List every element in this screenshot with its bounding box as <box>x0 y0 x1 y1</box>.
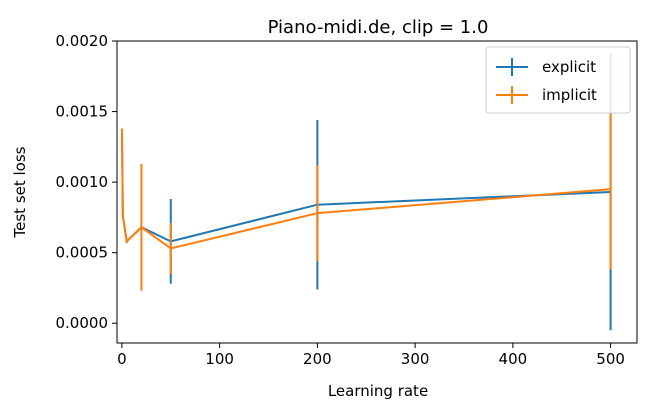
x-tick-label: 200 <box>303 350 332 368</box>
plot-frame <box>116 40 638 344</box>
y-tick-label: 0.0015 <box>56 103 109 121</box>
series-line-explicit <box>120 131 611 243</box>
legend-label-explicit: explicit <box>542 58 596 76</box>
y-tick-label: 0.0010 <box>56 173 109 191</box>
series-line-implicit <box>120 129 611 250</box>
y-tick-label: 0.0005 <box>56 244 109 262</box>
x-tick-label: 0 <box>117 350 127 368</box>
x-tick-label: 400 <box>499 350 528 368</box>
chart-title: Piano-midi.de, clip = 1.0 <box>268 17 489 38</box>
x-axis-label: Learning rate <box>328 382 428 400</box>
x-tick-label: 300 <box>401 350 430 368</box>
x-tick-label: 500 <box>596 350 625 368</box>
y-axis-label: Test set loss <box>11 146 29 238</box>
legend-box <box>485 46 631 114</box>
y-tick-label: 0.0020 <box>56 32 109 50</box>
y-tick-label: 0.0000 <box>56 314 109 332</box>
series-implicit <box>120 108 612 291</box>
legend-label-implicit: implicit <box>542 86 597 104</box>
x-tick-label: 100 <box>205 350 234 368</box>
legend: explicit implicit <box>485 46 631 114</box>
